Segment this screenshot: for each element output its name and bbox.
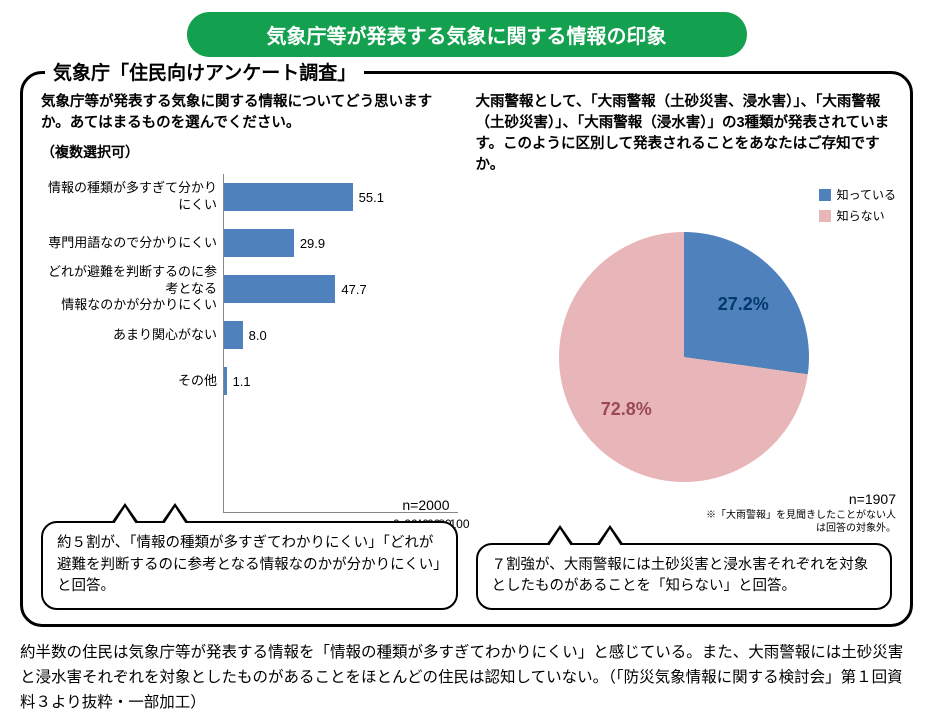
legend-label: 知っている [837, 186, 896, 203]
bar [224, 321, 243, 349]
pie-n-label: n=1907 [849, 491, 896, 507]
pie-slice-label-know: 27.2% [718, 294, 769, 315]
bar-value: 55.1 [359, 190, 384, 205]
bar-value: 8.0 [249, 328, 267, 343]
legend-label: 知らない [837, 207, 885, 224]
bar-row: 55.1 [224, 174, 458, 220]
bar-value: 29.9 [300, 236, 325, 251]
bar [224, 229, 294, 257]
bar [224, 183, 353, 211]
bar [224, 367, 227, 395]
bar-question: 気象庁等が発表する気象に関する情報についてどう思いますか。あてはまるものを選んで… [41, 92, 458, 134]
bar-question-sub: （複数選択可） [41, 142, 458, 162]
pie-note: ※「大雨警報」を見聞きしたことがない人は回答の対象外。 [706, 509, 896, 535]
legend-item: 知っている [819, 186, 896, 203]
bar-callout: 約５割が、「情報の種類が多すぎてわかりにくい」「どれが避難を判断するのに参考とな… [41, 521, 458, 610]
bar-category-label: どれが避難を判断するのに参考となる情報なのかが分かりにくい [45, 266, 217, 312]
bar-chart-column: 気象庁等が発表する気象に関する情報についてどう思いますか。あてはまるものを選んで… [41, 92, 458, 610]
legend-swatch [819, 189, 831, 201]
bar-row: 8.0 [224, 312, 458, 358]
pie-chart: 知っている知らない 27.2% 72.8% n=1907 ※「大雨警報」を見聞きし… [476, 180, 893, 534]
pie-callout-text: ７割強が、大雨警報には土砂災害と浸水害それぞれを対象としたものがあることを「知ら… [476, 543, 893, 611]
legend-swatch [819, 210, 831, 222]
survey-panel: 気象庁「住民向けアンケート調査」 気象庁等が発表する気象に関する情報についてどう… [20, 71, 913, 627]
bottom-summary: 約半数の住民は気象庁等が発表する情報を「情報の種類が多すぎてわかりにくい」と感じ… [20, 641, 913, 715]
pie-chart-column: 大雨警報として、「大雨警報（土砂災害、浸水害）」、「大雨警報（土砂災害）」、「大… [476, 92, 893, 610]
pie-slice-label-notknow: 72.8% [601, 399, 652, 420]
bar-row: 29.9 [224, 220, 458, 266]
bar-callout-text: 約５割が、「情報の種類が多すぎてわかりにくい」「どれが避難を判断するのに参考とな… [41, 521, 458, 610]
bar-row: 1.1 [224, 358, 458, 404]
pie-legend: 知っている知らない [819, 186, 896, 228]
bar-chart: 情報の種類が多すぎて分かりにくい専門用語なので分かりにくいどれが避難を判断するの… [41, 174, 458, 517]
bar-category-label: あまり関心がない [45, 312, 217, 358]
bar-value: 47.7 [341, 282, 366, 297]
bar-value: 1.1 [233, 374, 251, 389]
bar [224, 275, 335, 303]
pie-callout: ７割強が、大雨警報には土砂災害と浸水害それぞれを対象としたものがあることを「知ら… [476, 543, 893, 611]
bar-row: 47.7 [224, 266, 458, 312]
page-title: 気象庁等が発表する気象に関する情報の印象 [187, 12, 747, 57]
legend-item: 知らない [819, 207, 896, 224]
bar-category-label: 専門用語なので分かりにくい [45, 220, 217, 266]
panel-legend: 気象庁「住民向けアンケート調査」 [45, 58, 364, 85]
bar-category-label: 情報の種類が多すぎて分かりにくい [45, 174, 217, 220]
bar-category-label: その他 [45, 358, 217, 404]
pie-question: 大雨警報として、「大雨警報（土砂災害、浸水害）」、「大雨警報（土砂災害）」、「大… [476, 92, 893, 176]
